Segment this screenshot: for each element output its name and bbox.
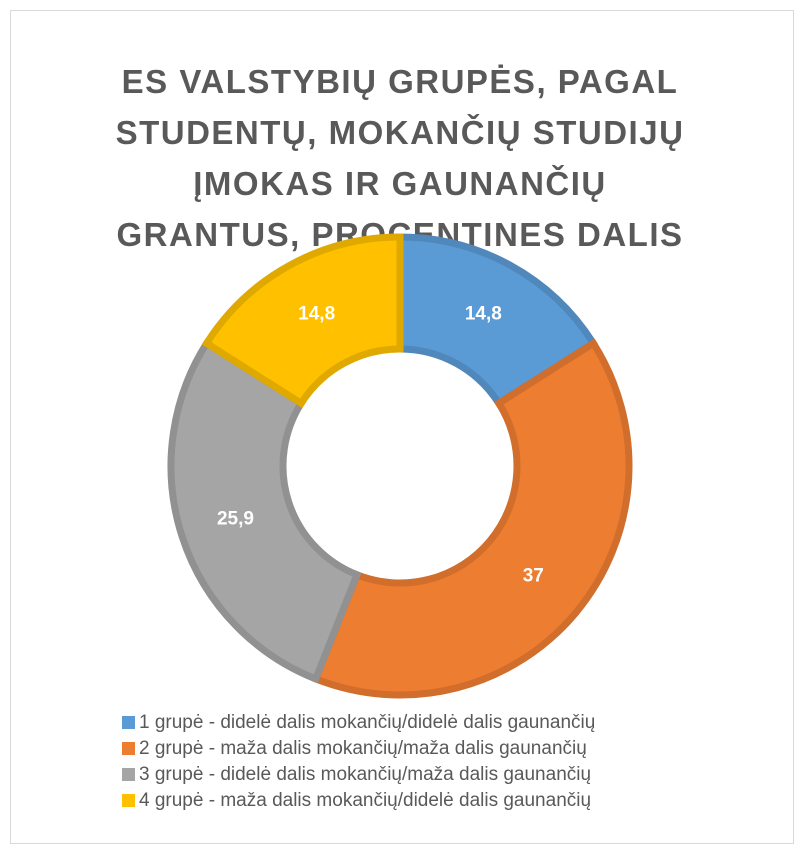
data-label: 25,9 [217, 508, 254, 529]
donut-slice [396, 233, 599, 409]
legend-label: 3 grupė - didelė dalis mokančių/maža dal… [139, 764, 591, 785]
legend-label: 4 grupė - maža dalis mokančių/didelė dal… [139, 790, 591, 811]
data-label: 14,8 [298, 303, 335, 324]
legend-swatch [122, 742, 135, 755]
legend-label: 2 grupė - maža dalis mokančių/maža dalis… [139, 738, 587, 759]
legend-swatch [122, 716, 135, 729]
chart-frame [10, 10, 794, 844]
legend-swatch [122, 768, 135, 781]
legend-label: 1 grupė - didelė dalis mokančių/didelė d… [139, 712, 595, 733]
chart-title: ES VALSTYBIŲ GRUPĖS, PAGAL STUDENTŲ, MOK… [115, 63, 685, 253]
donut-slice [167, 338, 362, 684]
donut-slice [201, 233, 404, 409]
legend-swatch [122, 794, 135, 807]
data-label: 37 [523, 565, 544, 586]
data-label: 14,8 [465, 303, 502, 324]
donut-slice [311, 338, 633, 699]
